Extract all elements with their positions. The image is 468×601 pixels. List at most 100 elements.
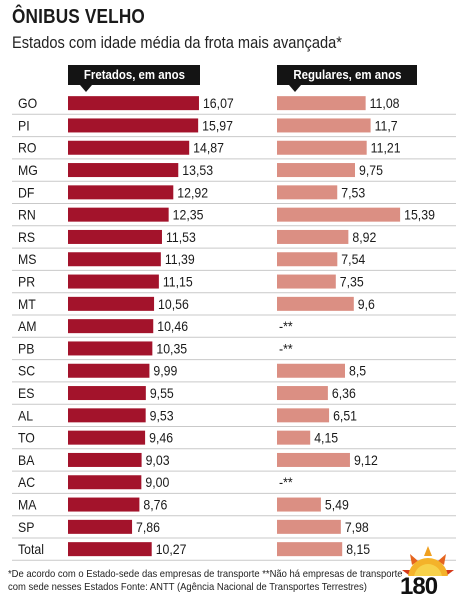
category-label: PI xyxy=(18,118,30,134)
regulares-value-label: 8,5 xyxy=(349,363,366,379)
regulares-bar xyxy=(277,519,341,534)
fretados-bar xyxy=(68,185,174,200)
fretados-value-label: 12,92 xyxy=(177,185,208,201)
sun-logo-graphic xyxy=(400,546,456,594)
regulares-bar xyxy=(277,430,311,445)
fretados-bar xyxy=(68,386,146,401)
fretados-bar xyxy=(68,252,161,267)
category-label: Total xyxy=(18,541,44,557)
regulares-bar xyxy=(277,96,366,111)
fretados-value-label: 13,53 xyxy=(182,162,213,178)
category-label: MG xyxy=(18,162,38,178)
category-label: TO xyxy=(18,430,35,446)
fretados-value-label: 14,87 xyxy=(193,140,224,156)
regulares-value-label: 9,6 xyxy=(358,296,375,312)
fretados-value-label: 11,15 xyxy=(163,274,193,290)
category-label: MA xyxy=(18,497,37,513)
fretados-bar xyxy=(68,363,150,378)
regulares-bar xyxy=(277,274,336,289)
regulares-bar xyxy=(277,497,321,512)
fretados-value-label: 10,27 xyxy=(156,541,187,557)
regulares-value-label: 7,54 xyxy=(341,252,365,268)
regulares-missing-label: -** xyxy=(279,341,293,357)
footnote: *De acordo com o Estado-sede das empresa… xyxy=(8,568,402,594)
category-label: SC xyxy=(18,363,36,379)
footnote-line-2: com sede nesses Estados Fonte: ANTT (Agê… xyxy=(8,581,367,593)
category-label: SP xyxy=(18,519,35,535)
regulares-missing-label: -** xyxy=(279,475,293,491)
fretados-bar xyxy=(68,140,190,155)
fretados-value-label: 11,39 xyxy=(165,252,195,268)
sun-logo-icon: 180 xyxy=(396,540,460,600)
regulares-value-label: 5,49 xyxy=(325,497,349,513)
regulares-value-label: 7,35 xyxy=(340,274,364,290)
fretados-bar xyxy=(68,452,142,467)
fretados-bar xyxy=(68,207,169,222)
fretados-value-label: 10,56 xyxy=(158,296,189,312)
category-label: MS xyxy=(18,252,37,268)
fretados-value-label: 9,00 xyxy=(145,475,169,491)
fretados-value-label: 9,46 xyxy=(149,430,173,446)
fretados-bar xyxy=(68,408,146,423)
regulares-value-label: 8,15 xyxy=(346,541,370,557)
regulares-value-label: 6,36 xyxy=(332,385,356,401)
regulares-bar xyxy=(277,296,354,311)
regulares-value-label: 7,98 xyxy=(345,519,369,535)
regulares-bar xyxy=(277,386,328,401)
fretados-value-label: 9,99 xyxy=(153,363,177,379)
category-label: GO xyxy=(18,95,37,111)
fretados-value-label: 11,53 xyxy=(166,229,196,245)
fretados-bar xyxy=(68,274,159,289)
category-label: ES xyxy=(18,385,35,401)
regulares-bar xyxy=(277,252,338,267)
fretados-bar xyxy=(68,475,142,490)
fretados-bar xyxy=(68,319,154,334)
fretados-value-label: 10,35 xyxy=(156,341,187,357)
fretados-bar xyxy=(68,542,152,557)
regulares-header-label: Regulares, em anos xyxy=(292,67,402,82)
fretados-bar xyxy=(68,341,153,356)
regulares-value-label: 11,7 xyxy=(375,118,398,134)
logo-text: 180 xyxy=(400,573,438,600)
chart-subtitle: Estados com idade média da frota mais av… xyxy=(12,33,342,52)
fretados-value-label: 8,76 xyxy=(143,497,167,513)
fretados-value-label: 7,86 xyxy=(136,519,160,535)
fretados-header: Fretados, em anos xyxy=(68,65,200,92)
regulares-bar xyxy=(277,229,349,244)
category-label: BA xyxy=(18,452,35,468)
fretados-bar xyxy=(68,519,133,534)
category-label: AM xyxy=(18,318,36,334)
regulares-bar xyxy=(277,185,338,200)
fretados-value-label: 9,53 xyxy=(150,408,174,424)
category-label: AC xyxy=(18,475,36,491)
regulares-bar xyxy=(277,542,343,557)
fretados-value-label: 16,07 xyxy=(203,95,234,111)
fretados-value-label: 12,35 xyxy=(173,207,204,223)
regulares-bar xyxy=(277,118,371,133)
category-label: PR xyxy=(18,274,35,290)
category-label: DF xyxy=(18,185,34,201)
category-label: PB xyxy=(18,341,35,357)
regulares-bar xyxy=(277,163,355,178)
regulares-value-label: 9,12 xyxy=(354,452,378,468)
regulares-bar xyxy=(277,207,401,222)
regulares-value-label: 11,08 xyxy=(370,95,400,111)
fretados-value-label: 15,97 xyxy=(202,118,233,134)
regulares-bar xyxy=(277,363,345,378)
fretados-value-label: 9,55 xyxy=(150,385,174,401)
fretados-bar xyxy=(68,118,199,133)
category-label: AL xyxy=(18,408,33,424)
regulares-value-label: 4,15 xyxy=(314,430,338,446)
fretados-header-pointer xyxy=(80,85,92,92)
category-label: RS xyxy=(18,229,35,245)
fretados-bar xyxy=(68,229,162,244)
regulares-value-label: 8,92 xyxy=(352,229,376,245)
fretados-bar xyxy=(68,430,146,445)
regulares-missing-label: -** xyxy=(279,318,293,334)
fretados-value-label: 10,46 xyxy=(157,318,188,334)
regulares-bar xyxy=(277,452,350,467)
fretados-bar xyxy=(68,497,140,512)
fretados-header-label: Fretados, em anos xyxy=(83,67,185,82)
